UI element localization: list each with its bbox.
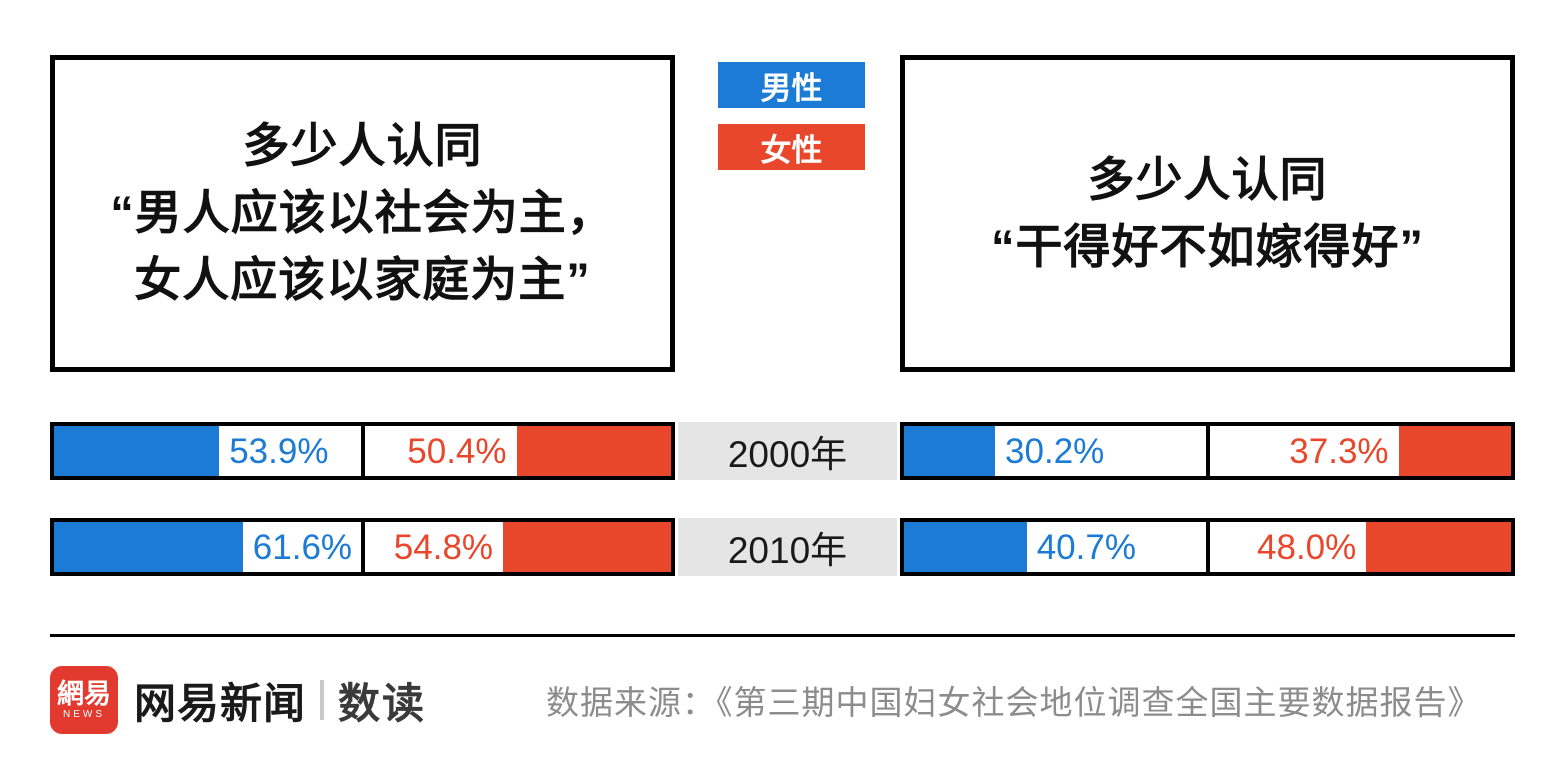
- female-bar-value: 50.4%: [407, 431, 507, 471]
- male-bar-fill: [904, 426, 996, 476]
- right-title-line-2: “干得好不如嫁得好”: [991, 219, 1424, 273]
- left-male-half-2010: 61.6%: [54, 522, 361, 572]
- year-label-2010: 2010年: [678, 518, 897, 576]
- right-title-line-1: 多少人认同: [1087, 152, 1328, 206]
- sub-brand-name: 数读: [338, 679, 427, 727]
- netease-logo: 網易 NEWS: [50, 666, 118, 734]
- right-bar-row-2000: 30.2% 37.3%: [900, 422, 1515, 480]
- year-label-2000: 2000年: [678, 422, 897, 480]
- left-title-line-2: “男人应该以社会为主，: [110, 186, 615, 240]
- male-bar-value: 40.7%: [1036, 527, 1136, 567]
- female-bar-fill: [1366, 522, 1511, 572]
- left-bar-row-2000: 53.9% 50.4%: [50, 422, 675, 480]
- female-bar-fill: [516, 426, 671, 476]
- brand-divider: [320, 680, 325, 720]
- male-bar-fill: [54, 522, 243, 572]
- netease-logo-text: 網易: [57, 679, 111, 710]
- netease-logo-subtext: NEWS: [63, 708, 105, 720]
- right-female-half-2010: 48.0%: [1205, 522, 1511, 572]
- right-chart-title: 多少人认同 “干得好不如嫁得好”: [991, 147, 1424, 280]
- right-male-half-2000: 30.2%: [904, 426, 1206, 476]
- right-male-half-2010: 40.7%: [904, 522, 1206, 572]
- male-bar-value: 53.9%: [229, 431, 329, 471]
- female-bar-fill: [1398, 426, 1511, 476]
- male-bar-value: 30.2%: [1005, 431, 1105, 471]
- left-title-line-3: 女人应该以家庭为主”: [134, 252, 591, 306]
- right-chart-title-box: 多少人认同 “干得好不如嫁得好”: [900, 55, 1515, 372]
- left-female-half-2000: 50.4%: [360, 426, 671, 476]
- right-bar-row-2010: 40.7% 48.0%: [900, 518, 1515, 576]
- legend-female: 女性: [718, 124, 865, 170]
- left-chart-title-box: 多少人认同 “男人应该以社会为主， 女人应该以家庭为主”: [50, 55, 675, 372]
- female-bar-value: 54.8%: [393, 527, 494, 567]
- footer-divider-line: [50, 634, 1515, 637]
- female-bar-value: 48.0%: [1257, 527, 1357, 567]
- left-female-half-2010: 54.8%: [360, 522, 671, 572]
- brand-name: 网易新闻: [134, 679, 307, 727]
- male-bar-fill: [904, 522, 1027, 572]
- footer: 網易 NEWS 网易新闻 数读 数据来源：《第三期中国妇女社会地位调查全国主要数…: [50, 664, 1524, 736]
- left-chart-title: 多少人认同 “男人应该以社会为主， 女人应该以家庭为主”: [110, 113, 615, 313]
- legend-male: 男性: [718, 62, 865, 108]
- male-bar-value: 61.6%: [252, 527, 353, 567]
- left-male-half-2000: 53.9%: [54, 426, 361, 476]
- left-bar-row-2010: 61.6% 54.8%: [50, 518, 675, 576]
- data-source-text: 数据来源：《第三期中国妇女社会地位调查全国主要数据报告》: [546, 684, 1482, 721]
- left-title-line-1: 多少人认同: [242, 119, 483, 173]
- female-bar-fill: [503, 522, 671, 572]
- right-female-half-2000: 37.3%: [1205, 426, 1511, 476]
- female-bar-value: 37.3%: [1289, 431, 1389, 471]
- male-bar-fill: [54, 426, 220, 476]
